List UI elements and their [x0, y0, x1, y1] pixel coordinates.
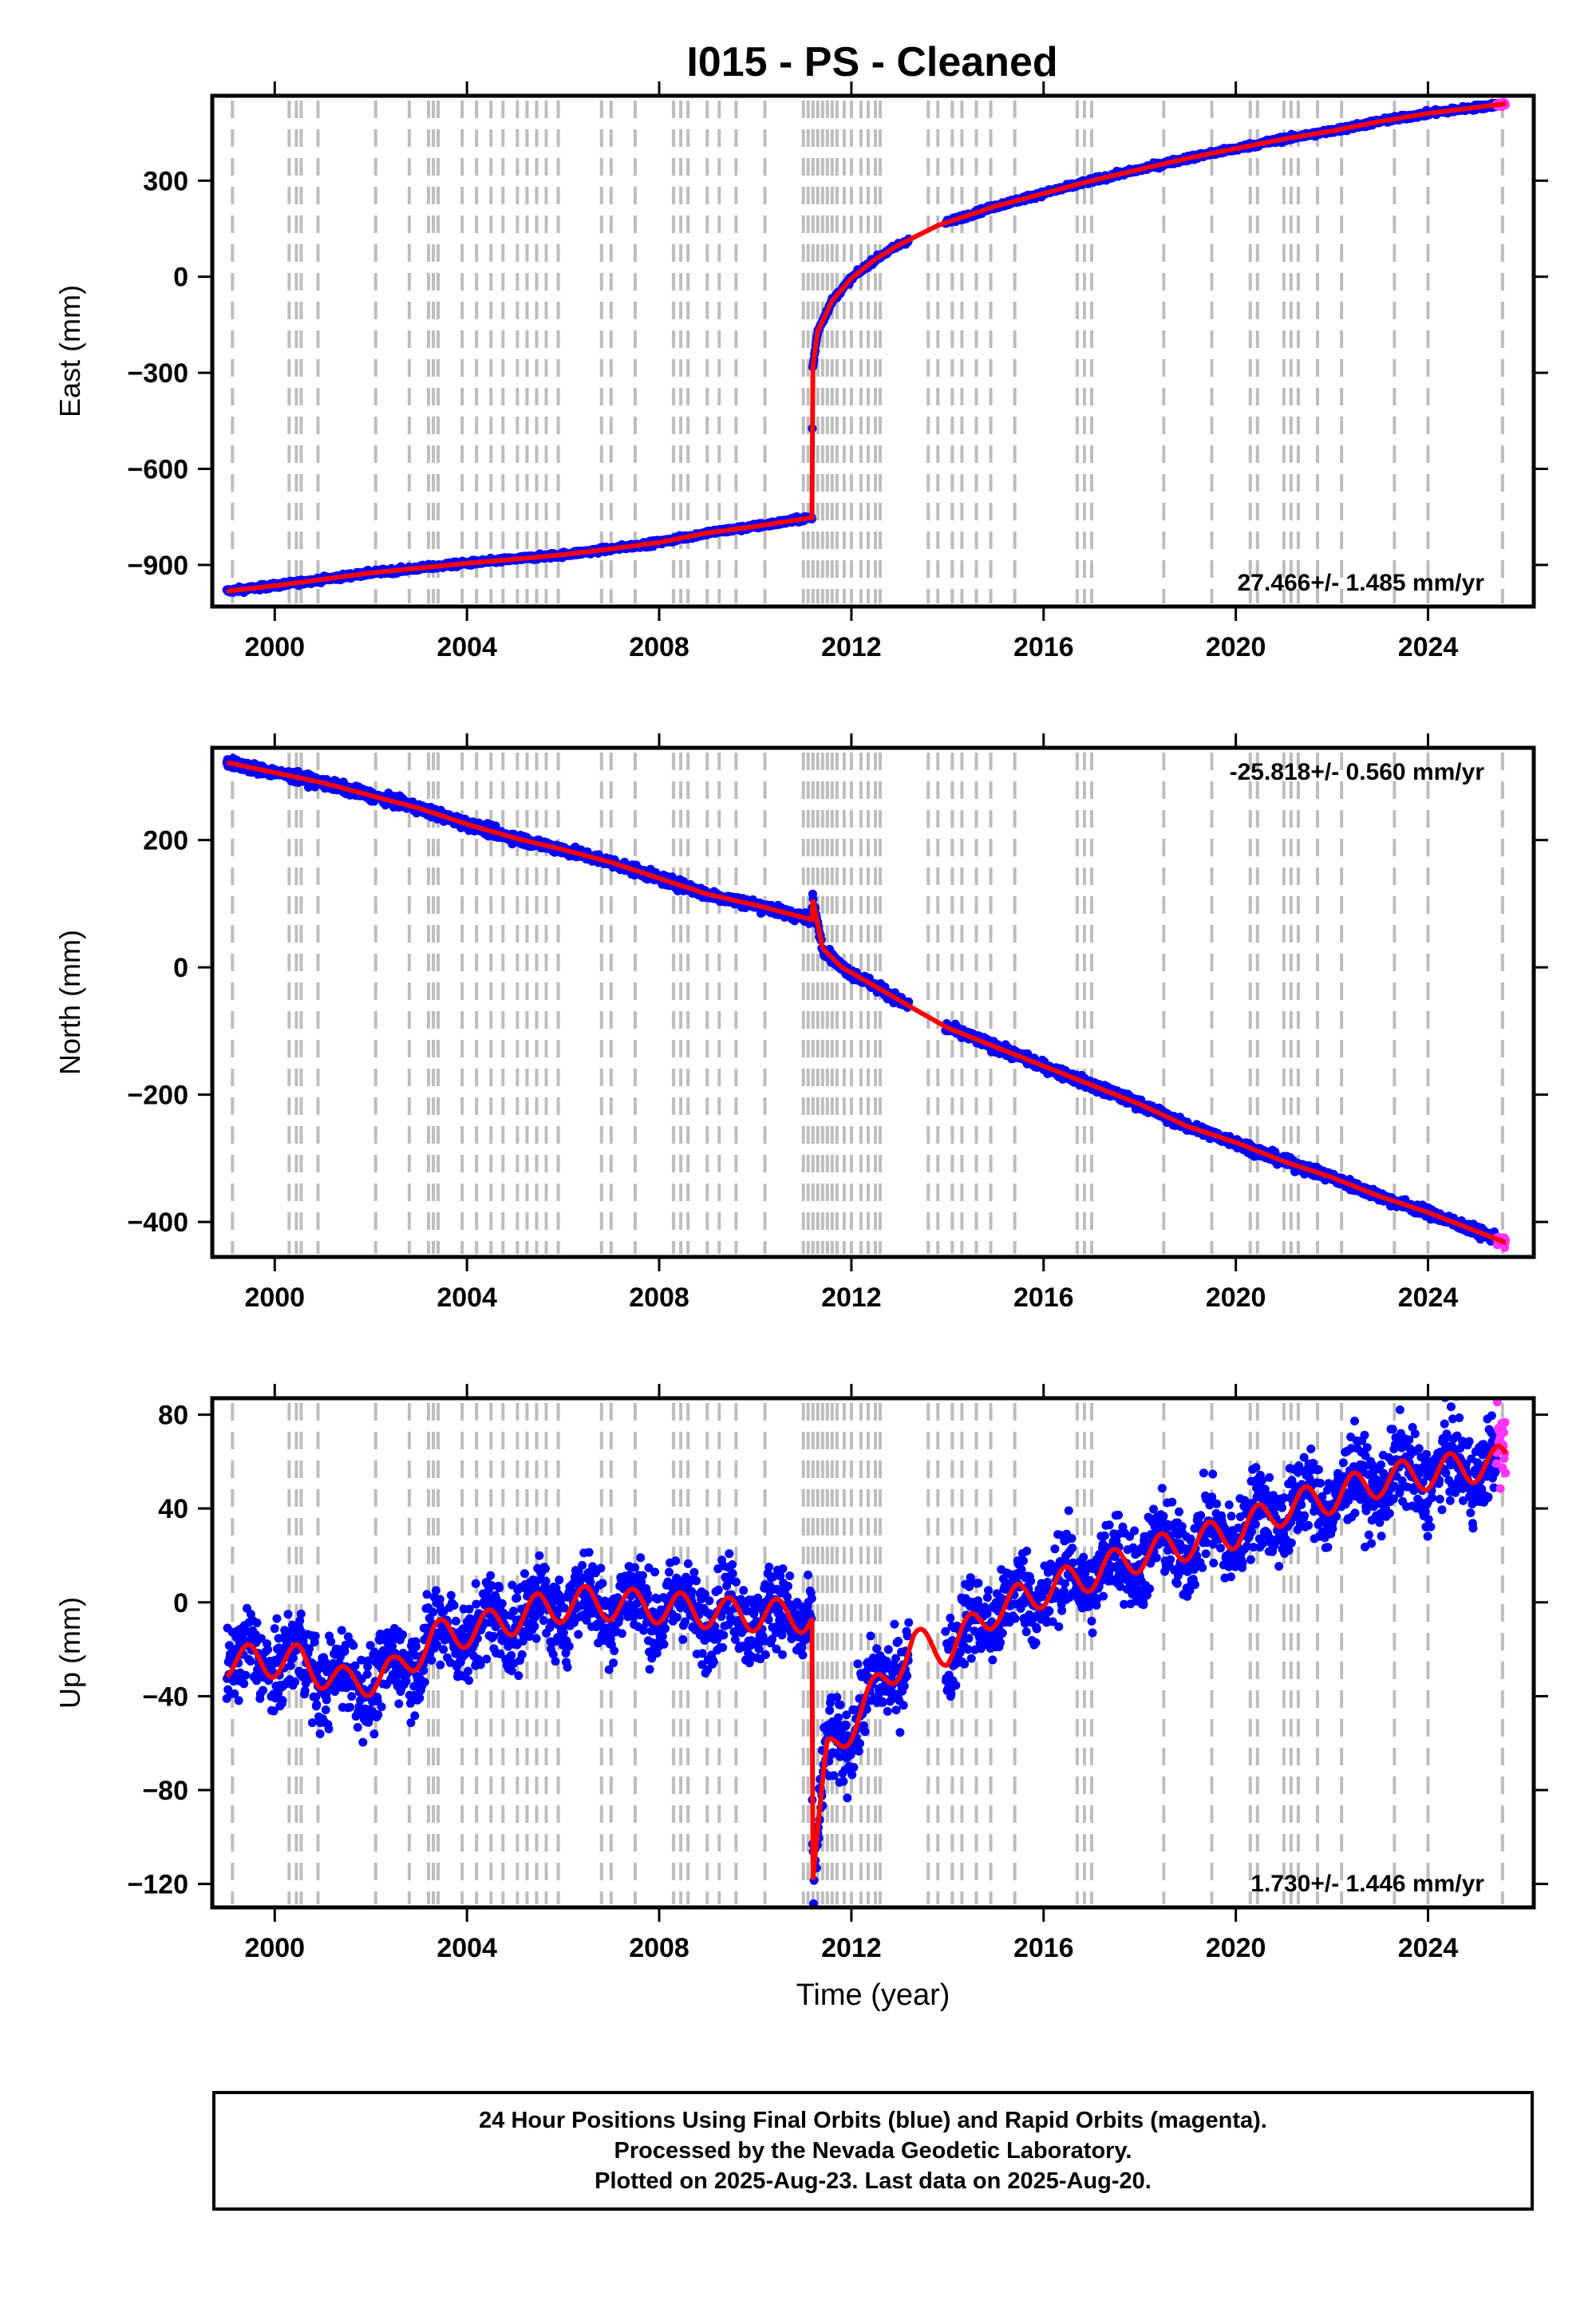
x-tick-label: 2024 [1398, 632, 1459, 662]
figure-title: I015 - PS - Cleaned [686, 39, 1057, 85]
x-tick-label: 2012 [821, 632, 882, 662]
x-tick-label: 2004 [437, 632, 497, 662]
y-axis-label: East (mm) [53, 285, 86, 417]
plot-frame-east [210, 93, 1536, 609]
y-tick-label: 0 [173, 263, 188, 293]
x-tick-label: 2008 [629, 632, 689, 662]
data-points-north [222, 753, 1511, 1252]
x-tick-label: 2016 [1013, 632, 1074, 662]
y-tick-label: 300 [143, 166, 188, 196]
y-tick-label: −900 [127, 551, 188, 581]
panel-east: −900 −600 −300 0 300 2000 2004 2008 2012 2016 2020… [53, 81, 1548, 662]
y-tick-label: −300 [127, 358, 188, 389]
x-tick-label: 2020 [1206, 632, 1266, 662]
x-tick-label: 2000 [244, 632, 305, 662]
y-tick-label: −600 [127, 454, 188, 484]
model-line-east [226, 101, 1507, 594]
rate-label: 27.466+/- 1.485 mm/yr [1238, 570, 1485, 596]
